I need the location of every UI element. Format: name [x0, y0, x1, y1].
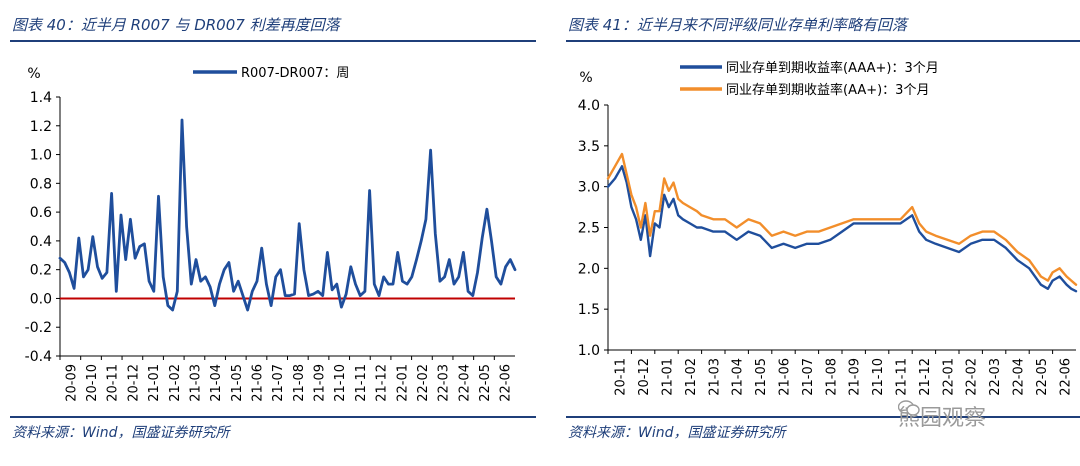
y-tick-label: 3.5 [578, 139, 600, 155]
x-tick-label: 20-11 [106, 364, 121, 402]
x-tick-label: 22-06 [1058, 358, 1073, 396]
x-tick-label: 20-09 [64, 364, 79, 402]
x-tick-label: 21-12 [375, 364, 390, 402]
x-tick-label: 21-05 [754, 358, 769, 396]
x-tick-label: 21-10 [333, 364, 348, 402]
x-tick-label: 22-02 [416, 364, 431, 402]
x-tick-label: 21-06 [250, 364, 265, 402]
x-tick-label: 22-04 [457, 364, 472, 402]
right-chart-panel: 图表 41：近半月来不同评级同业存单利率略有回落 % 4.0 3.5 3.0 2.5 2.… [566, 0, 1080, 466]
y-tick-label: 2.5 [578, 221, 600, 237]
x-tick-label: 22-03 [437, 364, 452, 402]
y-tick-label: 3.0 [578, 180, 600, 196]
x-tick-label: 21-06 [778, 358, 793, 396]
left-chart-panel: 图表 40：近半月 R007 与 DR007 利差再度回落 % 1.4 1.2 1.0… [10, 0, 536, 466]
legend-label-2: 同业存单到期收益率(AA+)：3个月 [726, 82, 929, 98]
y-tick-label: 1.0 [578, 343, 600, 359]
x-tick-label: 22-05 [478, 364, 493, 402]
x-tick-label: 20-12 [126, 364, 141, 402]
x-tick-label: 21-12 [918, 358, 933, 396]
left-title-rule [10, 40, 536, 42]
x-tick-label: 21-07 [271, 364, 286, 402]
x-tick-label: 21-10 [871, 358, 886, 396]
x-tick-label: 21-01 [147, 364, 162, 402]
right-chart-source: 资料来源：Wind，国盛证券研究所 [568, 425, 786, 441]
y-tick-label: 2.0 [578, 261, 600, 277]
series-line-1 [606, 165, 1078, 293]
y-tick-label: 0.4 [30, 234, 52, 250]
x-tick-label: 20-12 [637, 358, 652, 396]
x-tick-label: 21-07 [801, 358, 816, 396]
right-source-rule [566, 416, 1080, 418]
watermark: 熊园观察 [898, 400, 986, 432]
x-tick-label: 21-04 [731, 358, 746, 396]
x-tick-label: 20-10 [85, 364, 100, 402]
y-tick-label: 1.5 [578, 302, 600, 318]
y-tick-label: 0.8 [30, 176, 52, 192]
x-tick-label: 22-03 [988, 358, 1003, 396]
x-tick-label: 21-08 [824, 358, 839, 396]
x-tick-label: 22-01 [941, 358, 956, 396]
y-axis-unit: % [579, 70, 592, 86]
wechat-icon [898, 400, 920, 416]
x-tick-label: 21-02 [168, 364, 183, 402]
x-tick-label: 21-08 [292, 364, 307, 402]
x-tick-label: 22-02 [965, 358, 980, 396]
x-tick-label: 22-01 [395, 364, 410, 402]
y-tick-label: -0.2 [25, 320, 52, 336]
x-tick-label: 22-04 [1012, 358, 1027, 396]
legend-label-1: R007-DR007：周 [241, 66, 349, 81]
y-axis-unit: % [27, 66, 40, 82]
y-tick-label: 0.0 [30, 291, 52, 307]
series-line-2 [606, 152, 1078, 286]
y-tick-label: 1.2 [30, 119, 52, 135]
y-tick-label: 1.4 [30, 90, 52, 106]
right-title-rule [566, 40, 1080, 42]
x-tick-label: 21-01 [661, 358, 676, 396]
x-tick-label: 21-09 [313, 364, 328, 402]
y-tick-label: 4.0 [578, 98, 600, 114]
x-tick-label: 22-06 [499, 364, 514, 402]
x-tick-label: 21-11 [354, 364, 369, 402]
y-tick-label: -0.4 [25, 349, 52, 365]
x-tick-label: 21-02 [684, 358, 699, 396]
x-tick-label: 20-11 [614, 358, 629, 396]
x-tick-label: 21-04 [209, 364, 224, 402]
left-chart-title: 图表 40：近半月 R007 与 DR007 利差再度回落 [12, 16, 340, 34]
x-tick-label: 21-05 [230, 364, 245, 402]
y-tick-label: 0.6 [30, 205, 52, 221]
left-chart-source: 资料来源：Wind，国盛证券研究所 [12, 425, 230, 441]
right-chart-svg: % 4.0 3.5 3.0 2.5 2.0 1.5 1.0 20-11 20-12 21-01 21-… [578, 60, 1078, 396]
x-tick-label: 21-03 [188, 364, 203, 402]
left-source-rule [10, 416, 536, 418]
x-tick-label: 21-09 [848, 358, 863, 396]
x-tick-label: 22-05 [1035, 358, 1050, 396]
right-chart-title: 图表 41：近半月来不同评级同业存单利率略有回落 [568, 16, 907, 34]
y-tick-label: 1.0 [30, 148, 52, 164]
x-tick-label: 21-03 [707, 358, 722, 396]
x-tick-label: 21-11 [895, 358, 910, 396]
series-line-1 [58, 118, 517, 312]
left-chart-svg: % 1.4 1.2 1.0 0.8 0.6 0.4 0.2 0.0 -0.2 -0.4 20-09 20… [25, 66, 517, 402]
legend-label-1: 同业存单到期收益率(AAA+)：3个月 [726, 60, 939, 76]
y-tick-label: 0.2 [30, 263, 52, 279]
